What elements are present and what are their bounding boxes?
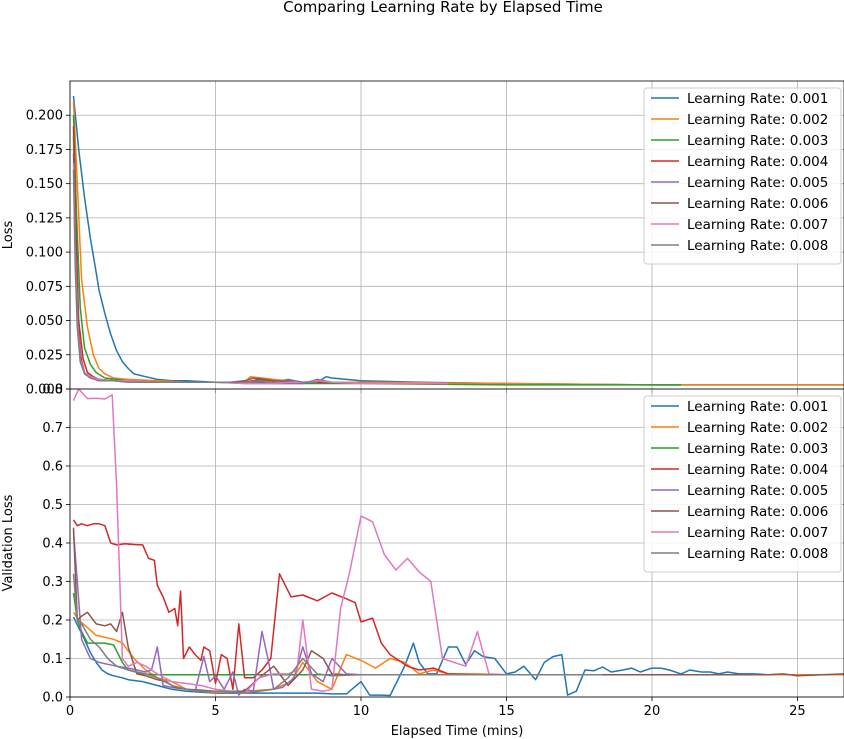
x-axis-label: Elapsed Time (mins) (391, 724, 524, 739)
y-tick-label: 0.200 (26, 109, 63, 124)
y-tick-label: 0.1 (42, 652, 63, 667)
legend-label-2: Learning Rate: 0.002 (687, 420, 828, 436)
series-line-8 (72, 573, 603, 694)
validation-loss-panel: 0.0 0.1 0.2 0.3 0.4 0.5 0.6 0.7 0.8 0 5 10 15 20 25 Val… (1, 383, 844, 719)
y-tick-label: 0.6 (42, 460, 63, 475)
series-line-3 (72, 115, 682, 386)
x-tick-label: 15 (498, 704, 515, 719)
y-tick-label: 0.3 (42, 575, 63, 590)
chart-title: Comparing Learning Rate by Elapsed Time (283, 0, 603, 16)
legend-label-3: Learning Rate: 0.003 (687, 133, 828, 149)
y-tick-label: 0.7 (42, 421, 63, 436)
x-tick-label: 10 (353, 704, 370, 719)
series-line-2 (72, 611, 844, 694)
y-tick-label: 0.175 (26, 143, 63, 158)
y-tick-label: 0.100 (26, 246, 63, 261)
legend-label-6: Learning Rate: 0.006 (687, 196, 828, 212)
legend-label-1: Learning Rate: 0.001 (687, 399, 828, 415)
y-tick-label: 0.150 (26, 177, 63, 192)
y-axis-label: Loss (1, 221, 16, 250)
legend: Learning Rate: 0.001 Learning Rate: 0.002… (643, 395, 842, 573)
series-line-1 (72, 96, 844, 386)
legend-label-5: Learning Rate: 0.005 (687, 483, 828, 499)
y-tick-label: 0.2 (42, 614, 63, 629)
y-tick-label: 0.4 (42, 537, 63, 552)
legend-label-7: Learning Rate: 0.007 (687, 217, 828, 233)
y-tick-label: 0.075 (26, 280, 63, 295)
series-line-4 (72, 519, 478, 691)
y-tick-label: 0.8 (42, 383, 63, 398)
x-tick-label: 5 (211, 704, 219, 719)
y-tick-label: 0.025 (26, 348, 63, 363)
y-axis-label: Validation Loss (1, 494, 16, 591)
legend-label-6: Learning Rate: 0.006 (687, 504, 828, 520)
series-line-6 (72, 135, 318, 383)
legend: Learning Rate: 0.001 Learning Rate: 0.002… (643, 87, 842, 265)
legend-label-7: Learning Rate: 0.007 (687, 525, 828, 541)
y-tick-label: 0.125 (26, 211, 63, 226)
x-tick-label: 20 (644, 704, 661, 719)
y-tick-label: 0.0 (42, 691, 63, 706)
y-tick-label: 0.5 (42, 498, 63, 513)
legend-label-2: Learning Rate: 0.002 (687, 112, 828, 128)
x-tick-label: 25 (789, 704, 806, 719)
loss-panel: 0.000 0.025 0.050 0.075 0.100 0.125 0.150 0.175… (1, 80, 844, 398)
series-line-7 (72, 389, 594, 694)
series-line-7 (72, 163, 449, 385)
y-tick-label: 0.050 (26, 314, 63, 329)
legend-label-4: Learning Rate: 0.004 (687, 462, 828, 478)
legend-label-5: Learning Rate: 0.005 (687, 175, 828, 191)
x-tick-label: 0 (66, 704, 74, 719)
series-line-5 (72, 153, 333, 385)
legend-label-8: Learning Rate: 0.008 (687, 546, 828, 562)
legend-label-3: Learning Rate: 0.003 (687, 441, 828, 457)
legend-box (643, 87, 842, 265)
legend-label-1: Learning Rate: 0.001 (687, 91, 828, 107)
series-line-8 (72, 169, 318, 383)
legend-label-4: Learning Rate: 0.004 (687, 154, 828, 170)
series-line-4 (72, 126, 332, 383)
y-tick-label: 0.000 (26, 383, 63, 398)
series-line-1 (72, 616, 844, 697)
legend-box (643, 395, 842, 573)
legend-label-8: Learning Rate: 0.008 (687, 238, 828, 254)
